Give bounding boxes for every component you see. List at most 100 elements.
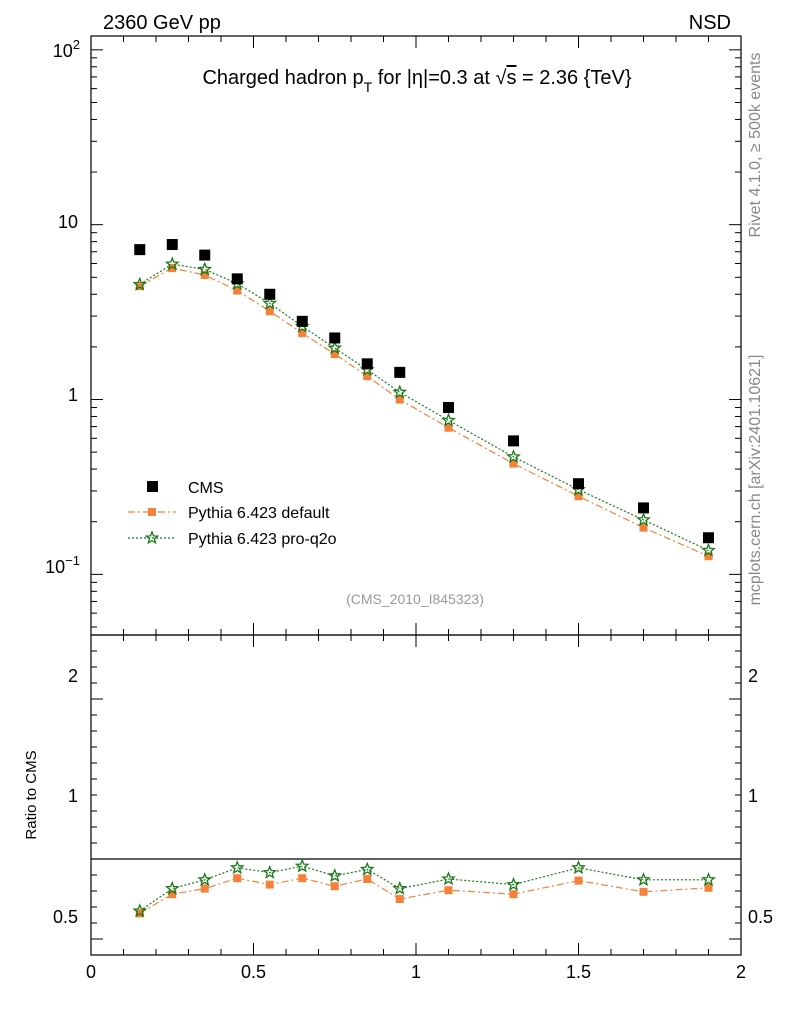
header-left: 2360 GeV pp <box>103 12 221 34</box>
legend: CMS Pythia 6.423 default Pythia 6.423 pr… <box>128 480 337 548</box>
title-overlined: s <box>506 67 516 89</box>
y-tick-label-100: 102 <box>53 37 80 61</box>
cms-point <box>361 358 373 370</box>
cms-point <box>134 244 146 256</box>
default-point <box>395 395 404 404</box>
title-suffix: = 2.36 {TeV} <box>516 67 631 89</box>
ratio-default-point <box>265 880 274 889</box>
ratio-y-tick-2: 2 <box>68 666 78 686</box>
ratio-default-point <box>395 895 404 903</box>
ratio-y-tick-1-right: 1 <box>748 786 758 806</box>
legend-cms-label: CMS <box>188 480 224 497</box>
proq2o-point <box>636 512 651 527</box>
chart-title: Charged hadron pT for |η|=0.3 at √s = 2.… <box>202 67 631 95</box>
analysis-tag: (CMS_2010_I845323) <box>346 591 484 607</box>
cms-point <box>231 273 243 285</box>
x-tick-label-0: 0 <box>86 962 96 982</box>
ratio-default-point <box>298 874 307 883</box>
title-subscript: T <box>364 79 373 95</box>
cms-point <box>296 315 308 327</box>
mcplots-label: mcplots.cern.ch [arXiv:2401.10621] <box>747 355 764 606</box>
y-tick-0.1-base: 10 <box>45 557 65 577</box>
proq2o-point <box>392 384 408 399</box>
default-point <box>233 286 242 295</box>
ratio-default-point <box>168 890 177 899</box>
ratio-default-point <box>330 882 339 891</box>
ratio-proq2o-point <box>327 868 343 883</box>
default-point <box>704 552 713 561</box>
proq2o-point <box>701 542 716 557</box>
default-point <box>444 423 453 432</box>
ratio-default-point <box>233 874 242 883</box>
default-point <box>330 350 339 359</box>
ratio-y-tick-0.5-right: 0.5 <box>748 907 773 927</box>
y-tick-0.1-exp: −1 <box>65 553 80 568</box>
ratio-proq2o-line <box>139 865 709 912</box>
y-tick-100-exp: 2 <box>73 37 80 52</box>
default-point <box>265 307 274 316</box>
x-tick-label-1.5: 1.5 <box>566 962 591 982</box>
cms-point <box>264 288 276 300</box>
ratio-panel-frame <box>90 634 742 956</box>
axis-ticks <box>90 36 742 956</box>
ratio-proq2o-point <box>164 880 180 895</box>
ratio-proq2o-point <box>506 876 521 891</box>
ratio-y-tick-1: 1 <box>68 786 78 806</box>
cms-point <box>638 502 649 514</box>
default-point <box>639 523 648 532</box>
legend-proq2o-marker <box>144 530 160 545</box>
ratio-default-point <box>509 890 518 899</box>
x-tick-label-2: 2 <box>736 962 746 982</box>
ratio-proq2o-point <box>197 872 213 887</box>
ratio-proq2o-point <box>359 861 375 876</box>
cms-point <box>573 478 584 490</box>
ratio-y-tick-2-right: 2 <box>748 666 758 686</box>
y-tick-100-base: 10 <box>53 41 73 61</box>
ratio-default-point <box>639 887 648 896</box>
ratio-default-point <box>200 884 209 893</box>
default-point <box>135 282 144 291</box>
rivet-version-label: Rivet 4.1.0, ≥ 500k events <box>747 53 764 238</box>
ratio-proq2o-point <box>571 860 586 875</box>
cms-point <box>394 366 406 378</box>
legend-default-label: Pythia 6.423 default <box>188 505 330 522</box>
proq2o-point <box>327 340 343 355</box>
ratio-y-tick-0.5: 0.5 <box>53 907 78 927</box>
default-point <box>298 329 307 338</box>
cms-point <box>199 249 211 261</box>
ratio-default-point <box>444 886 453 895</box>
default-series-line <box>139 267 709 557</box>
ratio-proq2o-point <box>392 880 408 895</box>
y-tick-label-10: 10 <box>58 212 78 232</box>
header-right: NSD <box>689 12 731 34</box>
legend-cms-marker <box>147 481 158 492</box>
legend-proq2o-label: Pythia 6.423 pro-q2o <box>188 531 337 548</box>
proq2o-point <box>506 449 521 464</box>
default-point <box>168 264 177 273</box>
legend-default-marker <box>148 508 156 516</box>
proq2o-point <box>441 412 456 427</box>
ratio-proq2o-point <box>262 864 278 879</box>
cms-point <box>508 435 519 447</box>
ratio-default-point <box>574 876 583 885</box>
x-tick-label-1: 1 <box>411 962 421 982</box>
ratio-proq2o-point <box>132 903 148 918</box>
proq2o-point <box>197 261 213 276</box>
proq2o-series-line <box>139 263 709 552</box>
ratio-proq2o-point <box>636 872 651 887</box>
y-tick-label-1: 1 <box>68 385 78 405</box>
y-tick-label-0.1: 10−1 <box>45 553 80 577</box>
ratio-proq2o-point <box>294 858 310 873</box>
ratio-default-point <box>363 875 372 883</box>
ratio-series <box>132 858 716 918</box>
title-middle: for |η|=0.3 at √ <box>372 67 506 89</box>
cms-point <box>166 239 178 251</box>
default-point <box>509 459 518 468</box>
default-point <box>200 271 209 280</box>
ratio-default-point <box>704 883 713 892</box>
ratio-proq2o-point <box>701 872 716 887</box>
x-tick-label-0.5: 0.5 <box>241 962 266 982</box>
ratio-proq2o-point <box>441 871 456 886</box>
title-prefix: Charged hadron p <box>202 67 363 89</box>
